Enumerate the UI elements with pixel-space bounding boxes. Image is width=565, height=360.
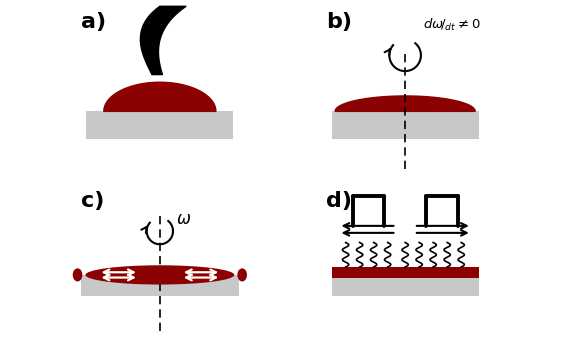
- Polygon shape: [104, 82, 216, 111]
- Text: $\omega$: $\omega$: [176, 210, 191, 228]
- Ellipse shape: [237, 268, 247, 282]
- FancyBboxPatch shape: [332, 267, 479, 278]
- Text: a): a): [81, 12, 106, 32]
- FancyBboxPatch shape: [332, 111, 479, 139]
- Ellipse shape: [73, 268, 82, 282]
- FancyBboxPatch shape: [332, 275, 479, 296]
- Text: b): b): [327, 12, 353, 32]
- FancyBboxPatch shape: [81, 275, 238, 296]
- Text: d): d): [327, 191, 353, 211]
- Polygon shape: [140, 6, 186, 75]
- Text: c): c): [81, 191, 105, 211]
- Ellipse shape: [85, 265, 234, 284]
- Text: $d\omega\!/_{dt} \neq 0$: $d\omega\!/_{dt} \neq 0$: [423, 17, 480, 33]
- Polygon shape: [335, 96, 475, 111]
- FancyBboxPatch shape: [86, 111, 233, 139]
